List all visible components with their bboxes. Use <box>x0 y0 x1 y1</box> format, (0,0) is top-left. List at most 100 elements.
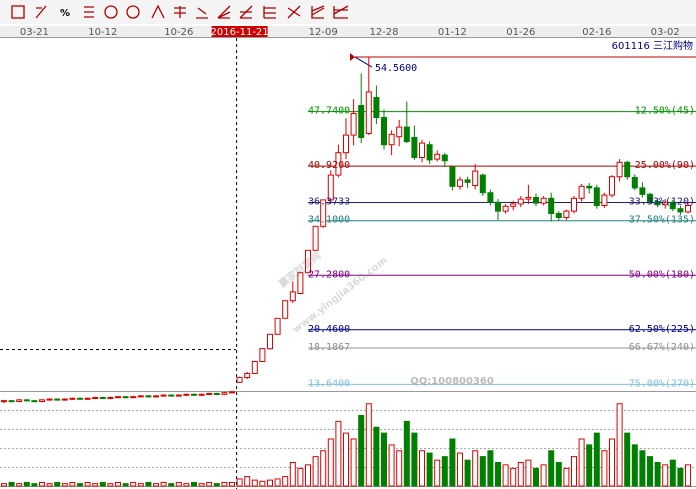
tool-icon[interactable] <box>126 5 140 19</box>
candle-body <box>525 197 532 200</box>
candle-body <box>343 134 349 154</box>
volume-bar <box>419 450 425 487</box>
high-label: 54.5600 <box>375 63 417 74</box>
tool-icon[interactable] <box>35 5 47 19</box>
volume-bar <box>381 432 387 487</box>
stock-label: 601116 三江购物 <box>612 39 693 52</box>
volume-bar <box>39 481 45 487</box>
candle-body <box>251 360 258 374</box>
level-ratio-label: 66.67%(240) <box>629 342 695 353</box>
candle-body <box>236 376 243 383</box>
volume-bar <box>441 456 448 487</box>
candle-body <box>548 197 555 215</box>
candle-body <box>578 185 585 199</box>
volume-bar <box>593 432 600 487</box>
candle-body <box>426 144 433 161</box>
candle-body <box>99 396 106 399</box>
candle-body <box>145 395 152 398</box>
candle-body <box>274 317 281 335</box>
candle-body <box>669 201 676 210</box>
volume-bar <box>685 464 691 487</box>
level-price-label: 40.9200 <box>308 160 350 171</box>
tool-icon[interactable] <box>104 5 118 19</box>
candle-body <box>297 272 304 294</box>
volume-bar <box>586 444 593 487</box>
tool-icon[interactable] <box>217 5 231 19</box>
volume-bar <box>396 450 403 487</box>
volume-bar <box>1 483 7 487</box>
candle-body <box>639 187 646 195</box>
tool-icon[interactable] <box>333 5 349 19</box>
candle-body <box>92 396 99 399</box>
candle-body <box>677 208 684 213</box>
tool-icon[interactable] <box>196 7 208 19</box>
volume-bar <box>327 438 334 487</box>
volume-bar <box>145 481 152 487</box>
volume-bar <box>312 456 319 487</box>
candle-body <box>259 348 266 362</box>
volume-bar <box>244 476 251 487</box>
volume-bar <box>571 456 577 487</box>
candle-body <box>517 198 524 205</box>
candle-body <box>609 176 615 196</box>
volume-bar <box>31 483 38 487</box>
volume-bar <box>282 476 289 487</box>
tool-icon[interactable] <box>84 6 94 18</box>
volume-bar <box>510 467 517 487</box>
candle-body <box>555 213 562 219</box>
level-ratio-label: 75.00%(270) <box>629 378 695 389</box>
candle-body <box>434 153 441 160</box>
volume-bar <box>343 432 349 487</box>
tool-icon[interactable] <box>287 5 301 19</box>
candle-body <box>137 395 144 398</box>
candle-body <box>571 197 577 212</box>
volume-bar <box>457 452 463 487</box>
candle-body <box>305 249 311 274</box>
volume-bar <box>8 481 15 487</box>
tool-icon[interactable] <box>11 5 25 19</box>
x-tick-label: 01-26 <box>506 27 535 38</box>
tool-icon[interactable] <box>263 6 276 19</box>
volume-bar <box>358 415 365 487</box>
level-ratio-label: 25.00%(90) <box>635 160 695 171</box>
volume-bar <box>677 467 684 487</box>
high-pointer <box>354 56 373 68</box>
candle-body <box>213 392 220 395</box>
candle-body <box>130 396 137 399</box>
volume-bar <box>175 481 182 487</box>
tool-icon[interactable] <box>311 5 325 19</box>
volume-bar <box>259 480 266 487</box>
cursor-date-bg <box>211 26 268 37</box>
candle-body <box>289 291 296 302</box>
volume-bar <box>61 483 68 487</box>
candle-body <box>122 396 129 399</box>
watermark: QQ:100800360 <box>410 376 494 387</box>
volume-bar <box>236 478 243 487</box>
candle-body <box>54 398 61 401</box>
candle-body <box>381 117 387 146</box>
tool-icon[interactable] <box>239 5 253 19</box>
candle-body <box>540 197 547 204</box>
candle-body <box>335 152 342 176</box>
volume-bar <box>46 483 53 487</box>
level-price-label: 34.1000 <box>308 215 350 226</box>
candle-body <box>601 194 608 207</box>
x-tick-label: 03-21 <box>20 27 49 38</box>
volume-bar <box>464 459 471 487</box>
volume-bar <box>54 481 61 487</box>
toolbar-text[interactable]: % <box>60 8 70 19</box>
volume-bar <box>624 432 631 487</box>
volume-bar <box>426 452 433 487</box>
tool-icon[interactable] <box>174 6 186 18</box>
tool-icon[interactable] <box>151 4 165 19</box>
volume-bar <box>130 481 137 487</box>
level-ratio-label: 12.50%(45) <box>635 106 695 117</box>
candle-body <box>206 392 213 395</box>
high-marker <box>350 53 355 62</box>
volume-bar <box>267 479 273 487</box>
candle-body <box>472 170 479 187</box>
volume-bar <box>479 456 486 487</box>
volume-bar <box>495 462 501 487</box>
